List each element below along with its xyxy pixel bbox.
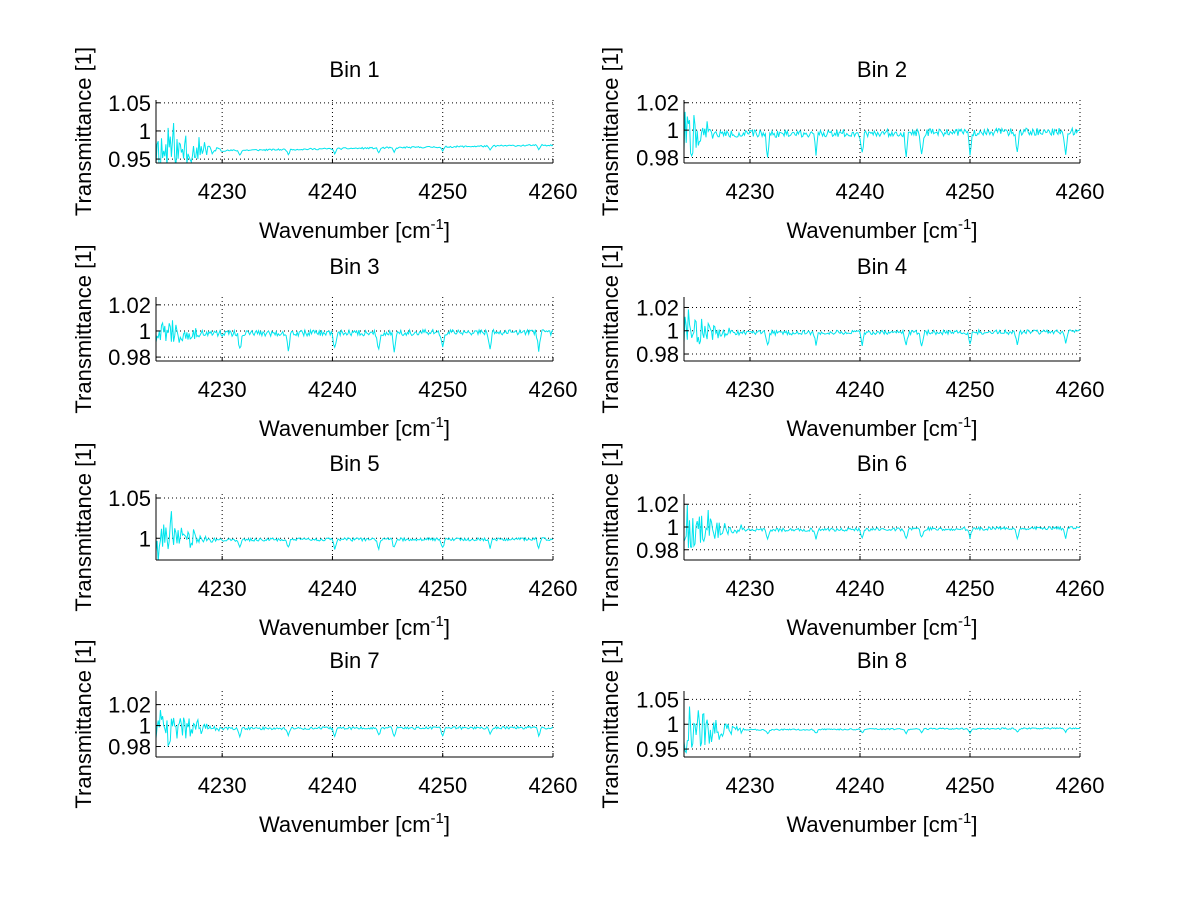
spectrum-trace: [684, 504, 1080, 549]
y-tick-label: 1.05: [108, 91, 151, 116]
subplot-title: Bin 3: [329, 254, 379, 279]
x-tick-label: 4260: [529, 179, 578, 204]
y-axis-label: Transmittance [1]: [71, 639, 96, 808]
subplot-title: Bin 1: [329, 57, 379, 82]
subplot-title: Bin 6: [857, 451, 907, 476]
x-tick-label: 4230: [726, 773, 775, 798]
subplot-title: Bin 5: [329, 451, 379, 476]
spectrum-trace: [684, 706, 1080, 754]
x-axis-label: Wavenumber [cm-1]: [786, 414, 977, 441]
spectrum-trace: [156, 122, 553, 163]
y-axis-label: Transmittance [1]: [71, 47, 96, 216]
x-tick-label: 4230: [726, 179, 775, 204]
x-tick-label: 4260: [529, 576, 578, 601]
x-tick-label: 4250: [946, 179, 995, 204]
x-tick-label: 4250: [418, 179, 467, 204]
x-tick-label: 4260: [529, 773, 578, 798]
x-tick-label: 4230: [726, 377, 775, 402]
x-tick-label: 4260: [1056, 179, 1105, 204]
x-tick-label: 4260: [1056, 576, 1105, 601]
x-tick-label: 4230: [198, 377, 247, 402]
x-axis-label: Wavenumber [cm-1]: [259, 414, 450, 441]
spectrum-trace: [684, 309, 1080, 347]
y-tick-label: 1.02: [636, 492, 679, 517]
y-axis-label: Transmittance [1]: [71, 442, 96, 611]
x-axis-label: Wavenumber [cm-1]: [786, 613, 977, 640]
subplot-bin-2: 4230 4240 4250 4260 0.98 11.02 Bin 2 Wavenumber…: [598, 47, 1104, 243]
y-tick-label: 1: [667, 118, 679, 143]
x-axis-label: Wavenumber [cm-1]: [259, 613, 450, 640]
spectrum-trace: [684, 111, 1080, 158]
subplot-title: Bin 8: [857, 648, 907, 673]
y-tick-label: 1: [139, 714, 151, 739]
spectrum-trace: [156, 320, 553, 353]
x-tick-label: 4230: [198, 576, 247, 601]
y-tick-label: 1: [139, 119, 151, 144]
y-tick-label: 0.98: [108, 735, 151, 760]
y-tick-label: 1.02: [108, 293, 151, 318]
y-tick-label: 1: [667, 515, 679, 540]
y-tick-label: 1: [667, 319, 679, 344]
y-axis-label: Transmittance [1]: [598, 639, 623, 808]
y-tick-label: 1.05: [108, 486, 151, 511]
y-tick-label: 0.95: [108, 147, 151, 172]
spectrum-trace: [156, 709, 553, 748]
subplot-title: Bin 2: [857, 57, 907, 82]
subplot-title: Bin 7: [329, 648, 379, 673]
y-axis-label: Transmittance [1]: [598, 47, 623, 216]
y-axis-label: Transmittance [1]: [598, 244, 623, 413]
x-tick-label: 4260: [529, 377, 578, 402]
x-tick-label: 4240: [836, 377, 885, 402]
x-tick-label: 4250: [418, 377, 467, 402]
x-tick-label: 4240: [308, 179, 357, 204]
x-tick-label: 4260: [1056, 773, 1105, 798]
x-axis-label: Wavenumber [cm-1]: [786, 216, 977, 243]
x-tick-label: 4250: [946, 377, 995, 402]
y-tick-label: 1: [667, 712, 679, 737]
y-tick-label: 1.02: [636, 91, 679, 116]
y-tick-label: 1: [139, 319, 151, 344]
y-tick-label: 0.98: [108, 345, 151, 370]
x-tick-label: 4230: [726, 576, 775, 601]
subplot-bin-1: 4230 4240 4250 4260 0.95 1 1.05 Bin 1 Wavenumber…: [71, 47, 577, 243]
x-axis-label: Wavenumber [cm-1]: [259, 216, 450, 243]
x-axis-label: Wavenumber [cm-1]: [259, 810, 450, 837]
y-axis-label: Transmittance [1]: [71, 244, 96, 413]
x-tick-label: 4240: [308, 576, 357, 601]
x-axis-label: Wavenumber [cm-1]: [786, 810, 977, 837]
x-tick-label: 4240: [308, 773, 357, 798]
spectrum-trace: [156, 511, 553, 560]
y-tick-label: 0.95: [636, 737, 679, 762]
y-tick-label: 1.05: [636, 687, 679, 712]
x-tick-label: 4230: [198, 773, 247, 798]
x-tick-label: 4240: [308, 377, 357, 402]
x-tick-label: 4240: [836, 179, 885, 204]
x-tick-label: 4250: [946, 576, 995, 601]
y-tick-label: 1.02: [636, 295, 679, 320]
x-tick-label: 4260: [1056, 377, 1105, 402]
subplot-title: Bin 4: [857, 254, 907, 279]
y-tick-label: 1.02: [108, 693, 151, 718]
x-tick-label: 4250: [418, 576, 467, 601]
y-tick-label: 0.98: [636, 538, 679, 563]
x-tick-label: 4240: [836, 773, 885, 798]
y-tick-label: 0.98: [636, 342, 679, 367]
y-tick-label: 0.98: [636, 146, 679, 171]
x-tick-label: 4250: [946, 773, 995, 798]
y-tick-label: 1: [139, 526, 151, 551]
y-axis-label: Transmittance [1]: [598, 442, 623, 611]
x-tick-label: 4250: [418, 773, 467, 798]
x-tick-label: 4240: [836, 576, 885, 601]
x-tick-label: 4230: [198, 179, 247, 204]
subplot-bin-5: 4230 4240 4250 4260 1 1.05 Bin 5 Wavenumber [cm…: [71, 442, 577, 640]
